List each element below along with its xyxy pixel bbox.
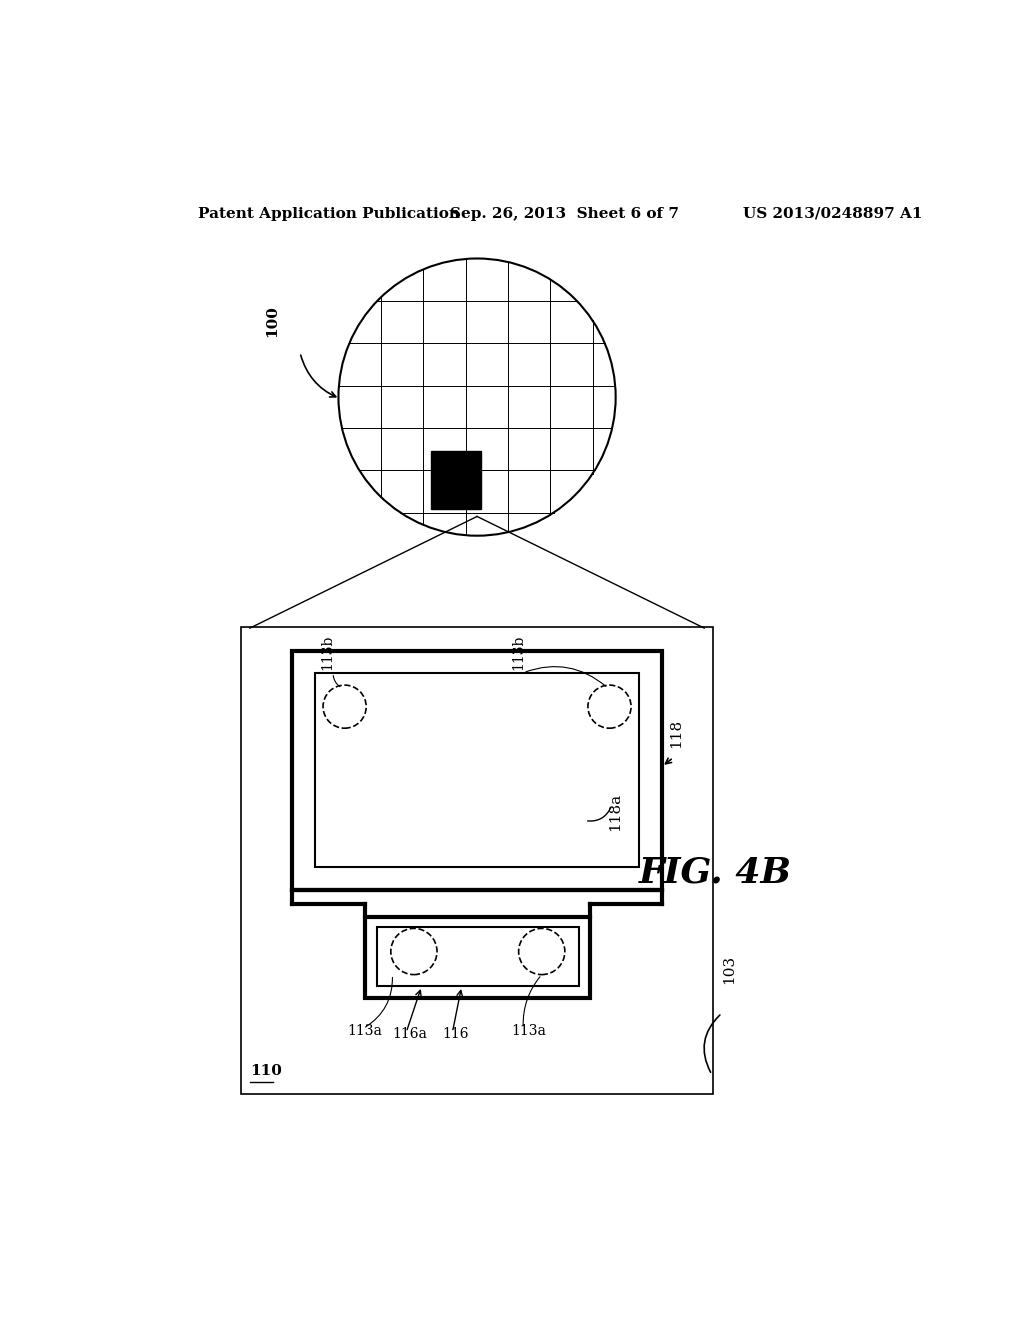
Bar bbox=[241, 627, 714, 1094]
Bar bbox=[377, 927, 579, 986]
Bar bbox=[431, 451, 481, 508]
Text: 100: 100 bbox=[265, 305, 280, 337]
Text: 113a: 113a bbox=[512, 1024, 547, 1038]
Text: 116a: 116a bbox=[392, 1027, 427, 1040]
Text: Sep. 26, 2013  Sheet 6 of 7: Sep. 26, 2013 Sheet 6 of 7 bbox=[451, 207, 679, 220]
Text: 103: 103 bbox=[722, 954, 736, 983]
Text: 118a: 118a bbox=[608, 793, 622, 832]
Bar bbox=[315, 673, 639, 867]
Text: FIG. 4B: FIG. 4B bbox=[639, 855, 792, 890]
Text: 113b: 113b bbox=[321, 634, 335, 669]
Bar bbox=[366, 917, 590, 998]
Text: Patent Application Publication: Patent Application Publication bbox=[199, 207, 461, 220]
Text: 113a: 113a bbox=[348, 1024, 383, 1038]
Text: 116: 116 bbox=[442, 1027, 469, 1040]
Text: US 2013/0248897 A1: US 2013/0248897 A1 bbox=[742, 207, 923, 220]
Text: 118: 118 bbox=[670, 719, 684, 748]
Text: 113b: 113b bbox=[512, 634, 525, 669]
Bar bbox=[292, 651, 662, 890]
Text: 110: 110 bbox=[250, 1064, 282, 1077]
